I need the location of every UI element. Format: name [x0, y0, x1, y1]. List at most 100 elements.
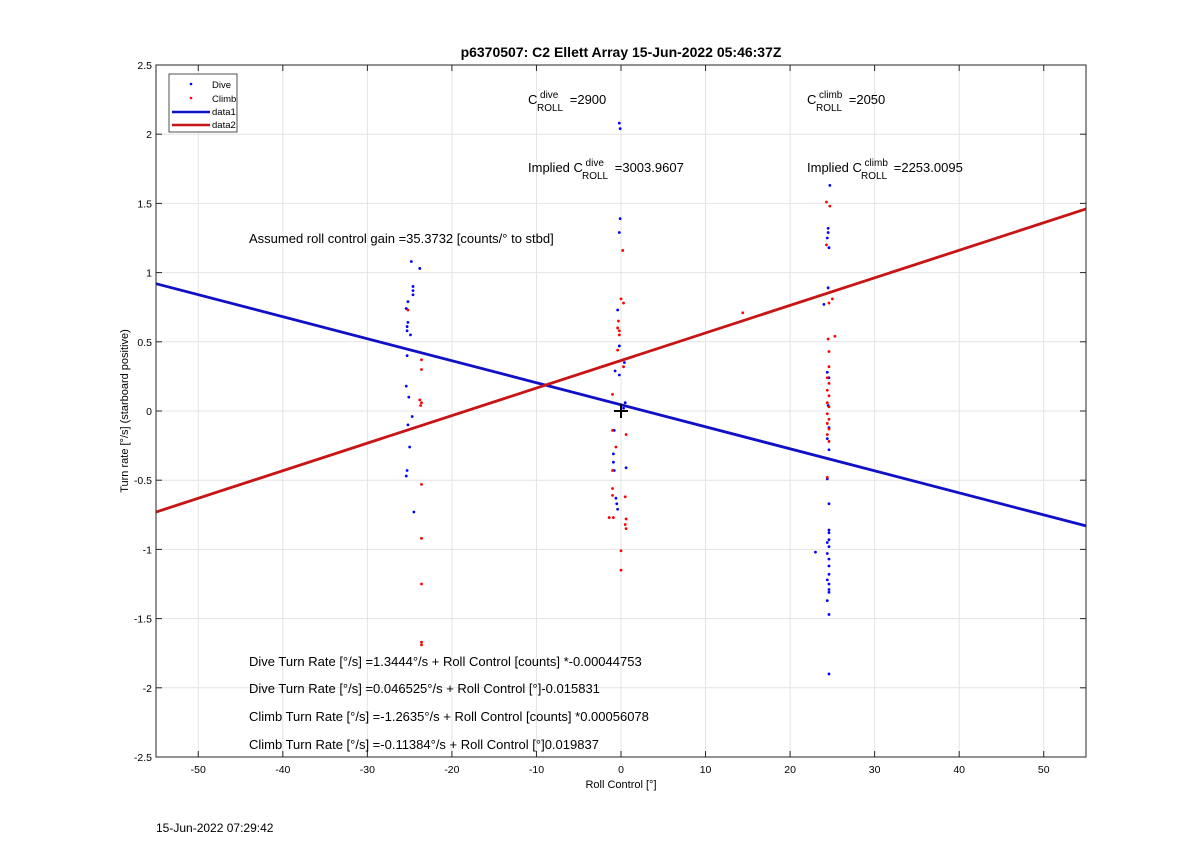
- climb-point: [825, 412, 829, 416]
- c-dive-value: =2900: [570, 92, 607, 107]
- dive-point: [825, 599, 829, 603]
- climb-point: [825, 401, 829, 405]
- climb-point: [827, 394, 831, 398]
- dive-point: [406, 423, 410, 427]
- dive-point: [827, 572, 831, 576]
- dive-point: [623, 401, 627, 405]
- climb-point: [827, 417, 831, 421]
- climb-point: [420, 643, 423, 647]
- climb-point: [825, 243, 828, 247]
- climb-point: [614, 445, 618, 449]
- climb-point: [825, 200, 828, 204]
- scatter-points: [404, 121, 837, 676]
- dive-point: [827, 557, 831, 561]
- dive-point: [827, 246, 831, 250]
- dive-point: [624, 466, 628, 470]
- climb-point: [624, 433, 628, 436]
- x-tick-label: -10: [529, 764, 544, 776]
- equation-2: Dive Turn Rate [°/s] =0.046525°/s + Roll…: [249, 681, 600, 696]
- climb-point: [611, 494, 614, 497]
- climb-point: [833, 334, 837, 338]
- dive-point: [827, 582, 831, 586]
- y-tick-label: -1: [143, 544, 152, 556]
- axis-ticks: -50 -40 -30 -20 -10 0 10 20 30 40 50-2.5-2-1.5-1-0…: [134, 60, 1086, 776]
- legend-climb-marker: [189, 96, 193, 100]
- dive-point: [827, 545, 831, 549]
- dive-point: [825, 437, 829, 441]
- dive-point: [826, 226, 830, 230]
- dive-point: [827, 588, 831, 591]
- dive-point: [411, 289, 415, 292]
- climb-point: [420, 368, 423, 371]
- legend-data2-label: data2: [212, 120, 236, 131]
- implied-dive-prefix: Implied C: [528, 160, 583, 175]
- c-dive-sub: ROLL: [537, 103, 564, 114]
- dive-point: [622, 361, 626, 364]
- dive-point: [827, 613, 831, 616]
- legend-dive-marker: [189, 82, 193, 86]
- climb-point: [827, 301, 831, 305]
- dive-point: [411, 293, 415, 297]
- x-tick-label: 40: [953, 764, 965, 776]
- dive-point: [617, 121, 621, 125]
- climb-point: [617, 319, 620, 323]
- climb-point: [418, 398, 422, 402]
- x-tick-label: 0: [618, 764, 624, 776]
- implied-climb-sup: climb: [865, 158, 889, 169]
- dive-point: [827, 528, 831, 532]
- climb-point: [622, 365, 625, 369]
- dive-point: [405, 329, 409, 333]
- climb-point: [420, 358, 423, 362]
- climb-point: [616, 348, 620, 352]
- y-tick-label: 2.5: [137, 60, 152, 72]
- c-climb-sup: climb: [819, 90, 843, 101]
- dive-point: [825, 370, 829, 374]
- y-tick-label: -2.5: [134, 752, 152, 764]
- climb-point: [611, 428, 614, 432]
- climb-point: [419, 404, 423, 407]
- climb-point: [420, 536, 423, 540]
- dive-point: [622, 406, 625, 410]
- dive-point: [822, 303, 826, 306]
- implied-climb-value: =2253.0095: [894, 160, 963, 175]
- dive-point: [617, 373, 621, 377]
- dive-point: [405, 469, 409, 472]
- x-tick-label: -50: [191, 764, 206, 776]
- dive-point: [615, 502, 619, 506]
- c-dive-sup: dive: [540, 90, 559, 101]
- dive-point: [409, 333, 412, 337]
- x-tick-label: 20: [784, 764, 796, 776]
- climb-point: [420, 582, 423, 586]
- dive-point: [407, 395, 411, 399]
- dive-point: [825, 541, 829, 544]
- climb-point: [827, 365, 831, 369]
- dive-point: [616, 308, 620, 312]
- climb-point: [825, 433, 829, 436]
- x-axis-label: Roll Control [°]: [585, 779, 656, 791]
- climb-point: [827, 440, 831, 443]
- equation-1: Dive Turn Rate [°/s] =1.3444°/s + Roll C…: [249, 654, 642, 669]
- dive-point: [825, 552, 829, 555]
- dive-point: [827, 564, 831, 568]
- climb-point: [619, 549, 623, 553]
- climb-point: [825, 388, 829, 392]
- climb-point: [825, 476, 829, 479]
- climb-point: [619, 297, 623, 301]
- climb-point: [830, 297, 834, 301]
- equation-3: Climb Turn Rate [°/s] =-1.2635°/s + Roll…: [249, 709, 649, 724]
- climb-point: [611, 516, 615, 519]
- dive-point: [827, 448, 831, 452]
- dive-point: [405, 354, 409, 358]
- implied-dive-sup: dive: [586, 158, 605, 169]
- c-dive-base: C: [528, 92, 537, 107]
- dive-point: [814, 550, 817, 554]
- climb-point: [623, 523, 627, 526]
- dive-point: [406, 300, 410, 304]
- y-tick-label: 1.5: [137, 198, 152, 210]
- legend: Dive Climb data1 data2: [168, 73, 238, 133]
- dive-point: [827, 531, 831, 535]
- climb-point: [741, 311, 745, 315]
- dive-point: [827, 672, 831, 676]
- legend-data1-label: data1: [212, 107, 236, 118]
